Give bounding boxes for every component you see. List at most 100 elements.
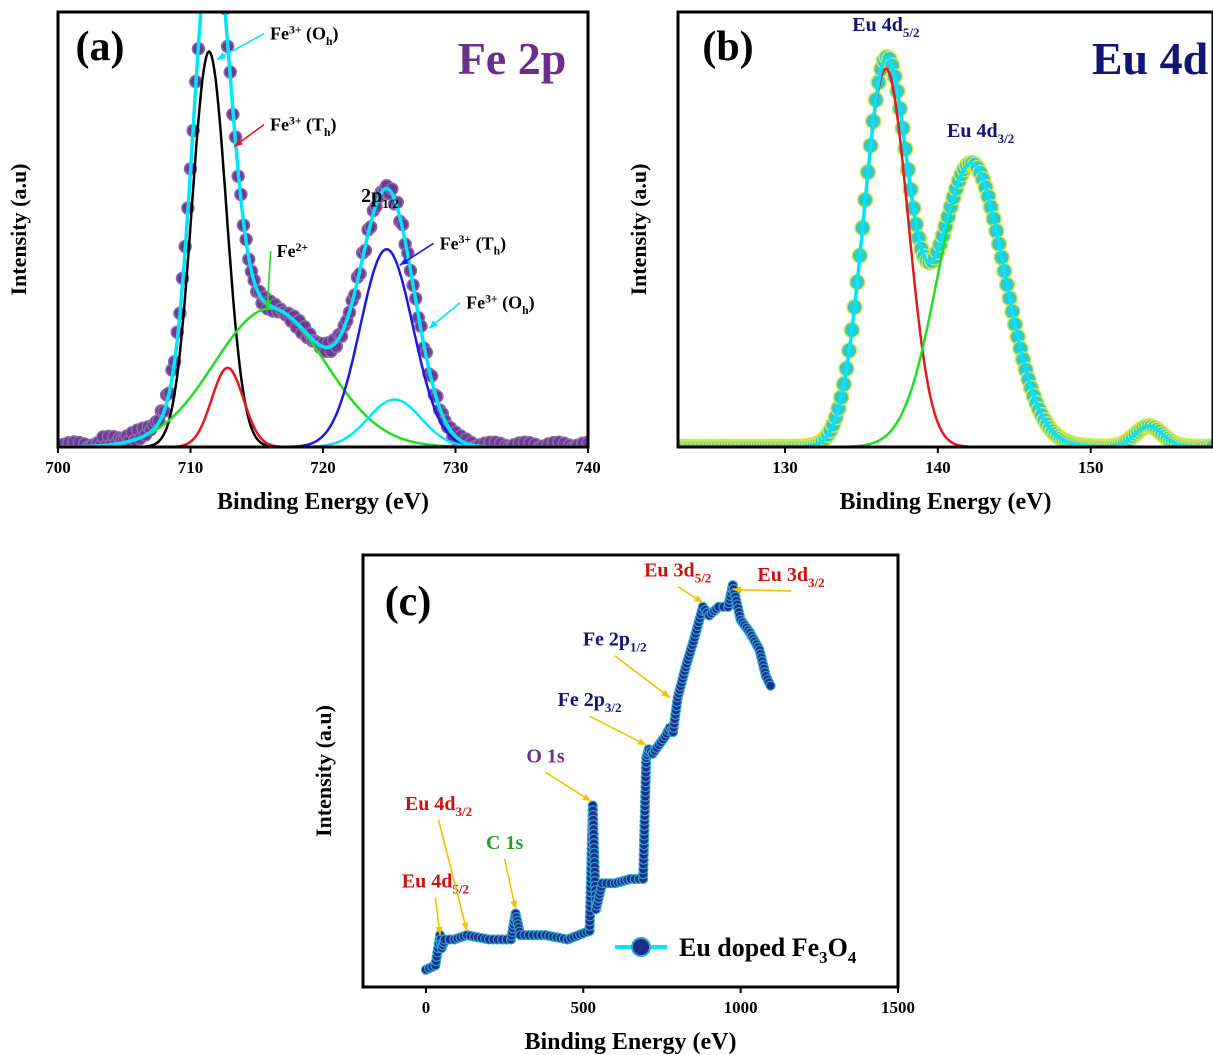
panel-label: (a) [76,24,125,70]
y-axis-title: Intensity (a.u) [626,163,651,295]
legend-part: 4 [848,948,857,967]
label-part: 5/2 [695,571,712,586]
label-part: Fe [277,241,296,261]
label-part: 3+ [289,114,302,127]
label-part: Fe [440,233,459,253]
label-part: 3+ [459,233,472,246]
fit-component [678,67,1213,447]
x-tick-label: 140 [925,458,951,477]
data-marker [195,0,207,9]
plot-area [58,0,588,447]
label-part: ) [333,24,339,45]
label-part: 3+ [485,292,498,305]
x-tick-label: 720 [310,458,336,477]
label-part: 3+ [289,23,302,36]
annotation-arrow [732,588,792,592]
fit-envelope [678,55,1213,447]
legend-part: O [828,933,848,962]
x-tick-label: 700 [45,458,71,477]
annotation-arrow [589,715,647,746]
label-part: Fe [270,115,289,135]
annotation-arrow [437,819,468,932]
x-tick-label: 500 [571,998,597,1017]
annotation-label: Eu 4d5/2 [402,871,469,897]
annotation-label: Fe 2p1/2 [583,629,647,655]
annotation-label: 2p1/2 [361,185,399,211]
panel-label: (b) [702,24,753,70]
annotation-arrowhead [694,595,703,603]
annotation-arrow [545,771,592,802]
label-part: Fe 2p [558,689,605,711]
label-part: C 1s [486,832,523,854]
label-part: Eu 3d [757,564,808,586]
label-part: Eu 3d [644,560,695,582]
annotation-arrowhead [461,921,469,931]
x-tick-label: 710 [178,458,204,477]
annotation-arrowhead [234,138,243,147]
label-part: Eu 4d [405,793,456,815]
label-part: 3/2 [456,804,473,819]
label-part: h [494,245,501,258]
label-part: h [522,304,529,317]
annotation-arrowhead [217,52,226,60]
annotation-arrow [503,858,517,910]
legend-label: Eu doped Fe3O4 [679,933,857,967]
panel-title: Fe 2p [458,33,567,84]
x-axis-title: Binding Energy (eV) [839,489,1051,515]
annotation-label: Fe 2p3/2 [558,689,622,715]
x-tick-label: 740 [575,458,601,477]
label-part: O 1s [526,745,565,767]
label-part: Fe 2p [583,629,630,651]
annotation-label: Eu 4d3/2 [405,793,472,819]
x-tick-label: 1000 [724,998,758,1017]
panel-c: 0 500 1000 1500 Binding Energy (eV) Intensity… [311,553,915,1055]
label-part: 1/2 [382,196,399,211]
y-axis-title: Intensity (a.u) [6,163,31,295]
label-part: 3/2 [605,700,622,715]
label-part: ) [331,115,337,136]
annotation-arrowhead [661,689,670,698]
annotation-arrow [614,655,671,699]
annotation-arrowhead [582,793,592,802]
label-part: 5/2 [903,25,920,40]
panel-label: (c) [385,579,432,625]
annotation-label: Eu 4d3/2 [947,120,1014,146]
label-part: (T [302,115,325,136]
label-part: h [324,126,331,139]
plot-area [678,48,1213,447]
legend-part: Eu doped Fe [679,933,819,962]
panel-title: Eu 4d [1092,33,1209,84]
annotation-label: Fe3+ (Th) [440,233,507,258]
annotation-label: Eu 3d3/2 [757,564,824,590]
annotation-label: Fe3+ (Oh) [270,23,339,48]
legend-marker [631,937,651,957]
annotation-arrow [266,251,272,309]
fit-component [678,162,1213,447]
label-part: Eu 4d [947,120,998,142]
plot-frame [676,10,1213,449]
label-part: 1/2 [630,640,647,655]
label-part: (O [498,293,522,314]
label-part: h [326,35,333,48]
annotation-label: Fe3+ (Th) [270,114,337,139]
annotation-arrow [216,32,265,61]
x-tick-label: 0 [422,998,431,1017]
fit-component [58,248,588,447]
legend-part: 3 [819,948,828,967]
annotation-label: Eu 3d5/2 [644,560,711,586]
label-part: Eu 4d [402,871,453,893]
label-part: Eu 4d [852,14,903,36]
label-part: (O [302,24,327,45]
plot-frame [56,10,590,449]
annotation-arrowhead [637,738,647,746]
label-part: ) [529,293,535,314]
x-axis-title: Binding Energy (eV) [524,1029,736,1055]
annotation-arrowhead [732,586,742,594]
label-part: Fe [270,24,289,44]
x-tick-label: 730 [443,458,469,477]
y-axis-title: Intensity (a.u) [311,705,336,837]
x-tick-label: 1500 [881,998,915,1017]
x-tick-label: 130 [772,458,798,477]
annotation-arrowhead [264,300,272,309]
